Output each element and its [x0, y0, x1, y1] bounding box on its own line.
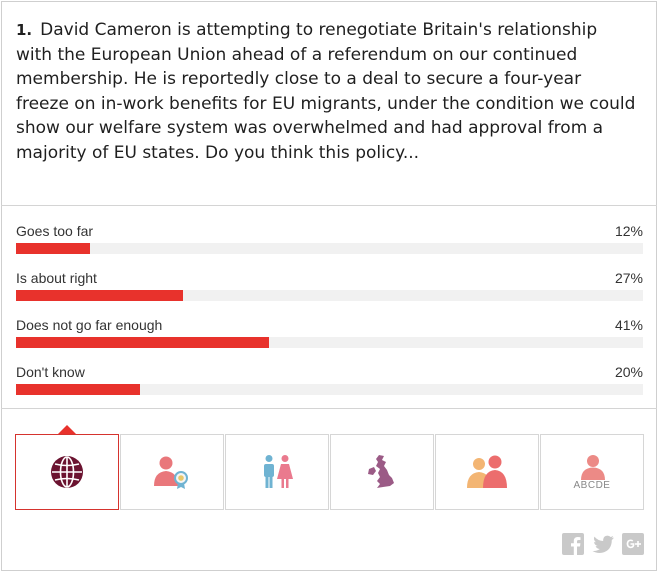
answer-percent: 41% — [614, 317, 643, 333]
social-grade-caption: ABCDE — [573, 480, 611, 491]
answer-row: Is about right 27% — [16, 270, 643, 314]
answer-row: Does not go far enough 41% — [16, 317, 643, 361]
tab-gender[interactable] — [225, 434, 329, 510]
answer-bar-fill — [16, 243, 91, 254]
male-female-icon — [264, 455, 293, 488]
active-tab-pointer — [58, 425, 76, 434]
facebook-icon — [562, 533, 584, 555]
age-groups-icon — [467, 455, 507, 488]
answer-percent: 20% — [614, 364, 643, 380]
person-award-icon — [154, 456, 188, 489]
question-text: David Cameron is attempting to renegotia… — [16, 20, 636, 163]
google-plus-icon — [622, 533, 644, 555]
divider-top — [1, 205, 657, 206]
tab-social-grade[interactable]: ABCDE — [540, 434, 644, 510]
question-number: 1. — [16, 21, 33, 39]
tab-age[interactable] — [435, 434, 539, 510]
twitter-icon — [592, 535, 614, 553]
answer-bar-track — [16, 290, 643, 301]
answer-row: Goes too far 12% — [16, 223, 643, 267]
answer-bar-fill — [16, 337, 270, 348]
answer-bar-track — [16, 337, 643, 348]
tab-region[interactable] — [330, 434, 434, 510]
answer-percent: 12% — [614, 223, 643, 239]
answer-label: Is about right — [16, 270, 97, 286]
answer-bar-track — [16, 243, 643, 254]
tab-vote[interactable] — [120, 434, 224, 510]
globe-icon — [51, 456, 83, 488]
breakdown-tabs: ABCDE — [15, 434, 644, 512]
uk-map-icon — [368, 455, 394, 488]
tab-all[interactable] — [15, 434, 119, 510]
google-plus-share[interactable] — [622, 533, 644, 555]
answer-percent: 27% — [614, 270, 643, 286]
answer-label: Does not go far enough — [16, 317, 163, 333]
answer-row: Don't know 20% — [16, 364, 643, 408]
answer-bar-fill — [16, 290, 183, 301]
person-icon — [581, 455, 605, 480]
answer-label: Don't know — [16, 364, 85, 380]
twitter-share[interactable] — [591, 533, 615, 555]
answer-bar-track — [16, 384, 643, 395]
social-grade-wrap: ABCDE — [541, 434, 643, 510]
answer-label: Goes too far — [16, 223, 94, 239]
facebook-share[interactable] — [562, 533, 584, 555]
question-text-block: 1. David Cameron is attempting to renegot… — [16, 18, 636, 165]
answer-bar-fill — [16, 384, 140, 395]
divider-bottom — [1, 408, 657, 409]
